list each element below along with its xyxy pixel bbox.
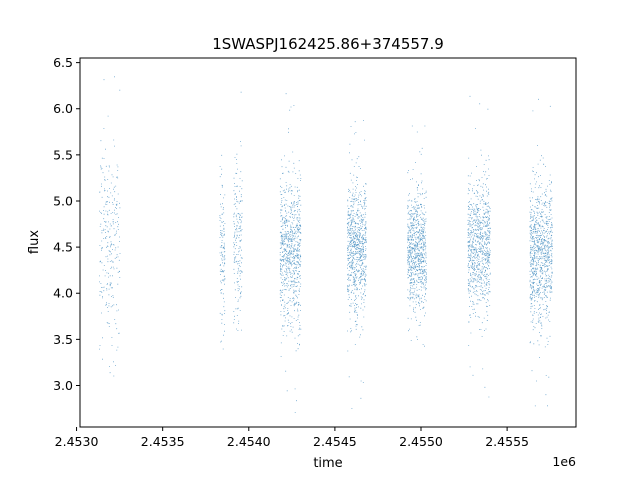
y-axis: 3.0 3.5 4.0 4.5 5.0 5.5 6.0 6.5 xyxy=(53,55,80,393)
x-tick-label: 2.4540 xyxy=(227,434,271,449)
x-tick-label: 2.4530 xyxy=(55,434,99,449)
season-points xyxy=(467,95,491,398)
y-tick-label: 3.5 xyxy=(53,332,73,347)
data-points xyxy=(99,76,553,413)
season-points xyxy=(279,93,302,413)
y-tick-label: 3.0 xyxy=(53,378,73,393)
x-tick-label: 2.4545 xyxy=(313,434,357,449)
x-tick-label: 2.4550 xyxy=(399,434,443,449)
season-points xyxy=(219,154,226,350)
y-tick-label: 6.5 xyxy=(53,55,73,70)
plot-frame xyxy=(79,57,577,428)
x-axis-offset-label: 1e6 xyxy=(552,454,576,469)
x-tick-label: 2.4535 xyxy=(141,434,185,449)
y-tick-label: 4.5 xyxy=(53,240,73,255)
y-tick-label: 5.0 xyxy=(53,193,73,208)
plot-area-background xyxy=(80,58,576,427)
season-points xyxy=(529,98,553,407)
y-tick-label: 4.0 xyxy=(53,286,73,301)
chart-title: 1SWASPJ162425.86+374557.9 xyxy=(212,35,444,53)
y-tick-label: 5.5 xyxy=(53,147,73,162)
y-axis-label: flux xyxy=(27,230,42,254)
season-points xyxy=(407,125,427,347)
y-tick-label: 6.0 xyxy=(53,101,73,116)
x-axis: 2.4530 2.4535 2.4540 2.4545 2.4550 2.4555 xyxy=(55,427,529,449)
x-axis-label: time xyxy=(313,456,342,471)
x-tick-label: 2.4555 xyxy=(485,434,529,449)
